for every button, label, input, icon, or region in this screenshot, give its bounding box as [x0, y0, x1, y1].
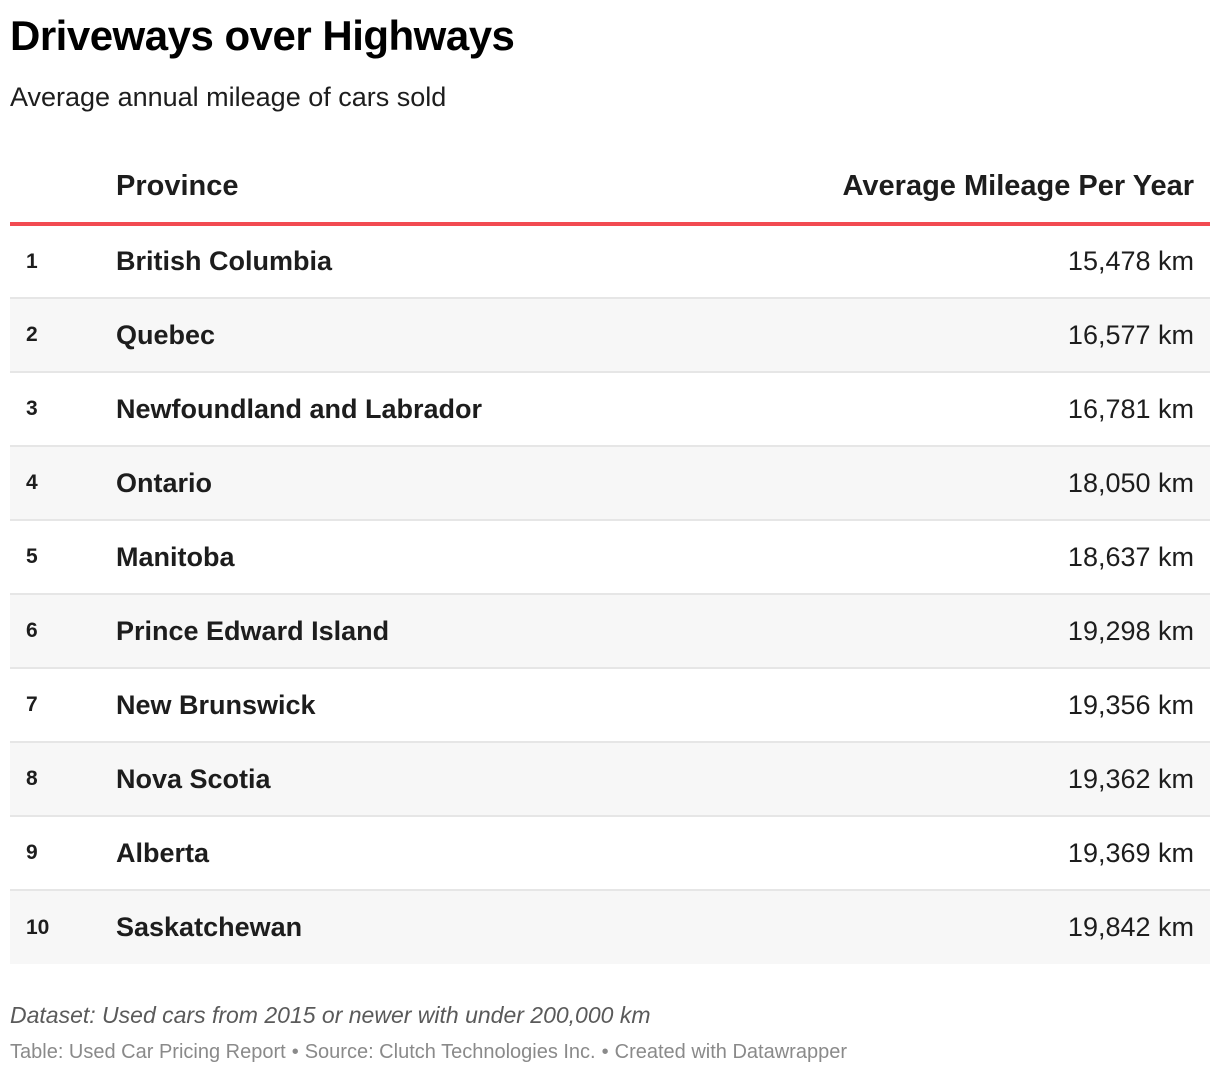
- rank-cell: 10: [10, 890, 116, 964]
- province-cell: Ontario: [116, 446, 690, 521]
- mileage-cell: 19,298 km: [690, 594, 1210, 669]
- rank-cell: 3: [10, 372, 116, 447]
- mileage-cell: 15,478 km: [690, 224, 1210, 299]
- rank-cell: 8: [10, 742, 116, 817]
- chart-subtitle: Average annual mileage of cars sold: [10, 82, 447, 112]
- table-header: Province Average Mileage Per Year: [10, 150, 1210, 226]
- mileage-cell: 19,369 km: [690, 816, 1210, 891]
- mileage-cell: 19,356 km: [690, 668, 1210, 743]
- table-label: Table: Used Car Pricing Report: [10, 1041, 286, 1063]
- province-cell: Saskatchewan: [116, 890, 690, 964]
- column-header-rank[interactable]: [10, 150, 116, 226]
- rank-cell: 9: [10, 816, 116, 891]
- mileage-table: Province Average Mileage Per Year 1 Brit…: [10, 150, 1210, 964]
- source-link[interactable]: Source: Clutch Technologies Inc.: [304, 1041, 596, 1063]
- rank-cell: 5: [10, 520, 116, 595]
- mileage-cell: 16,577 km: [690, 298, 1210, 373]
- rank-cell: 2: [10, 298, 116, 373]
- table-row: 6 Prince Edward Island 19,298 km: [10, 594, 1210, 669]
- table-row: 5 Manitoba 18,637 km: [10, 520, 1210, 595]
- mileage-cell: 16,781 km: [690, 372, 1210, 447]
- province-cell: Alberta: [116, 816, 690, 891]
- column-header-province[interactable]: Province: [116, 150, 690, 226]
- rank-cell: 1: [10, 224, 116, 299]
- separator-dot: •: [291, 1041, 299, 1063]
- attribution-footer: Table: Used Car Pricing Report • Source: C…: [10, 1041, 847, 1064]
- column-header-mileage[interactable]: Average Mileage Per Year: [690, 150, 1210, 226]
- mileage-cell: 18,050 km: [690, 446, 1210, 521]
- table-body: 1 British Columbia 15,478 km 2 Quebec 16…: [10, 224, 1210, 964]
- province-cell: Prince Edward Island: [116, 594, 690, 669]
- rank-cell: 7: [10, 668, 116, 743]
- dataset-note: Dataset: Used cars from 2015 or newer wi…: [10, 1002, 651, 1028]
- province-cell: Newfoundland and Labrador: [116, 372, 690, 447]
- table-row: 9 Alberta 19,369 km: [10, 816, 1210, 891]
- table-row: 1 British Columbia 15,478 km: [10, 224, 1210, 299]
- rank-cell: 4: [10, 446, 116, 521]
- table-row: 4 Ontario 18,050 km: [10, 446, 1210, 521]
- province-cell: Manitoba: [116, 520, 690, 595]
- mileage-cell: 18,637 km: [690, 520, 1210, 595]
- province-cell: New Brunswick: [116, 668, 690, 743]
- table-row: 10 Saskatchewan 19,842 km: [10, 890, 1210, 964]
- table-row: 8 Nova Scotia 19,362 km: [10, 742, 1210, 817]
- table-row: 3 Newfoundland and Labrador 16,781 km: [10, 372, 1210, 447]
- separator-dot: •: [601, 1041, 609, 1063]
- rank-cell: 6: [10, 594, 116, 669]
- datawrapper-credit-link[interactable]: Created with Datawrapper: [614, 1041, 847, 1063]
- table-row: 2 Quebec 16,577 km: [10, 298, 1210, 373]
- table-row: 7 New Brunswick 19,356 km: [10, 668, 1210, 743]
- mileage-cell: 19,842 km: [690, 890, 1210, 964]
- mileage-cell: 19,362 km: [690, 742, 1210, 817]
- province-cell: British Columbia: [116, 224, 690, 299]
- header-row: Province Average Mileage Per Year: [10, 150, 1210, 226]
- province-cell: Nova Scotia: [116, 742, 690, 817]
- chart-title: Driveways over Highways: [10, 12, 515, 59]
- province-cell: Quebec: [116, 298, 690, 373]
